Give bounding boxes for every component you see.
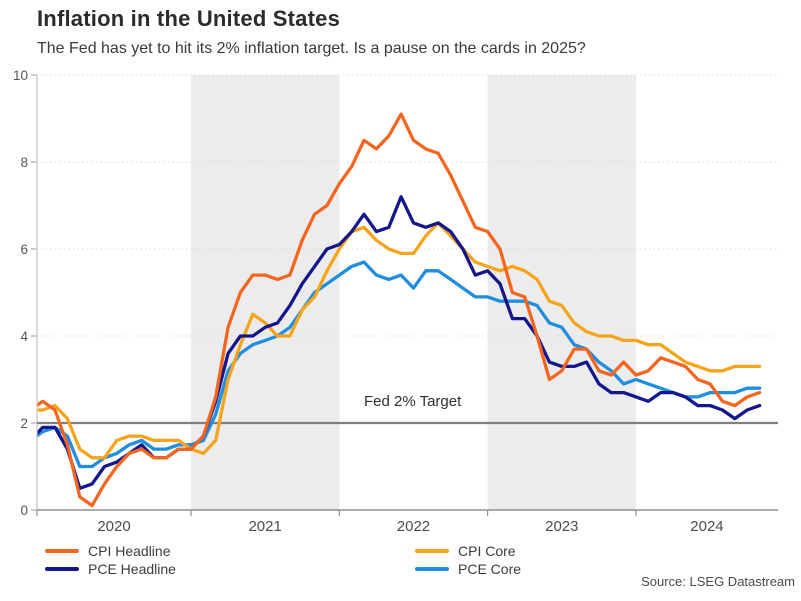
x-tick-label-2022: 2022 [397, 518, 430, 535]
legend-label: CPI Headline [88, 543, 171, 559]
x-tick-label-2024: 2024 [690, 518, 723, 535]
legend-item-pce-core: PCE Core [415, 560, 521, 578]
legend-label: PCE Core [458, 561, 522, 577]
page-title: Inflation in the United States [37, 6, 341, 31]
y-tick-label-10: 10 [13, 68, 28, 83]
legend-item-cpi-core: CPI Core [415, 542, 521, 560]
legend-swatch-cpi-core [415, 548, 449, 554]
legend-swatch-cpi-headline [45, 548, 79, 554]
x-tick-label-2023: 2023 [545, 518, 578, 535]
source-credit: Source: LSEG Datastream [641, 574, 795, 589]
fed-target-annotation: Fed 2% Target [364, 393, 462, 410]
legend-label: CPI Core [458, 543, 516, 559]
y-tick-label-2: 2 [20, 416, 28, 431]
series-line-pce-headline [37, 195, 762, 490]
legend-item-cpi-headline: CPI Headline [45, 542, 415, 560]
series-line-pce-core [37, 260, 762, 469]
y-tick-label-0: 0 [20, 503, 28, 518]
series-line-cpi-headline [37, 112, 762, 508]
y-tick-label-4: 4 [20, 329, 28, 344]
series-line-cpi-core [37, 221, 762, 460]
x-tick-label-2020: 2020 [97, 518, 130, 535]
x-tick-label-2021: 2021 [248, 518, 281, 535]
page-subtitle: The Fed has yet to hit its 2% inflation … [37, 40, 586, 57]
legend-swatch-pce-headline [45, 566, 79, 572]
year-band-2023 [487, 75, 636, 510]
legend-swatch-pce-core [415, 566, 449, 572]
legend-item-pce-headline: PCE Headline [45, 560, 415, 578]
legend-label: PCE Headline [88, 561, 176, 577]
y-tick-label-8: 8 [20, 155, 28, 170]
chart-legend: CPI Headline PCE Headline CPI Core PCE Core [45, 542, 521, 578]
y-tick-label-6: 6 [20, 242, 28, 257]
